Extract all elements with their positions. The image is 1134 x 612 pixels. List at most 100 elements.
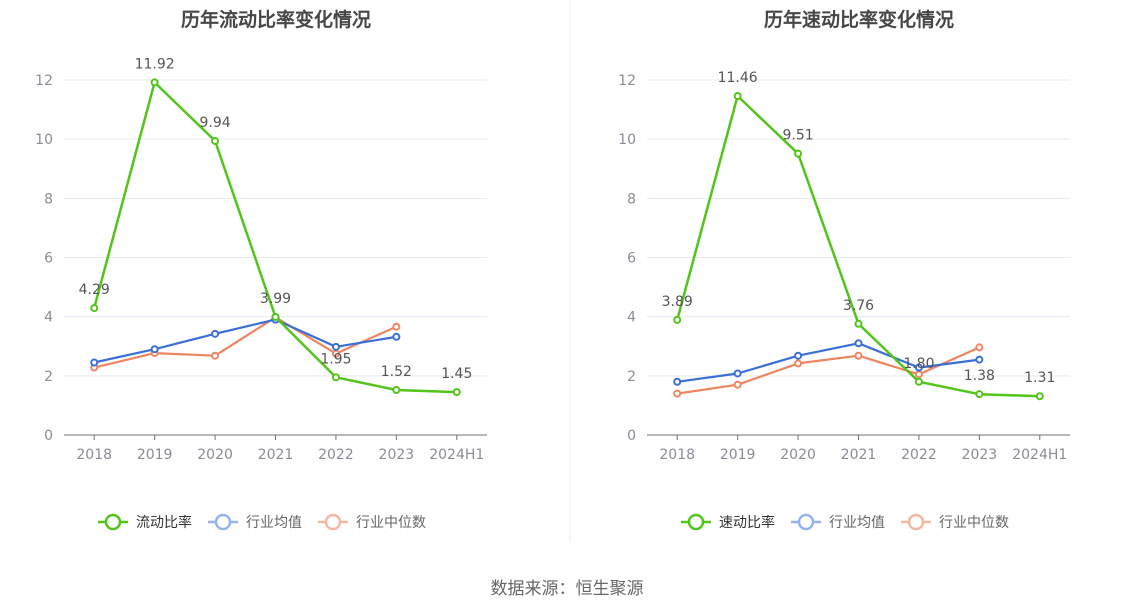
series-1-point[interactable] [271, 312, 280, 321]
series-2-point[interactable] [914, 363, 923, 372]
y-tick-label: 10 [35, 132, 53, 148]
series-2-point[interactable] [90, 358, 99, 367]
series-1-point[interactable] [733, 91, 742, 100]
series-3-point[interactable] [975, 343, 984, 352]
legend-marker-icon [907, 513, 925, 531]
series-line-2 [677, 342, 980, 383]
legend-marker-icon [687, 513, 705, 531]
chart-title: 历年流动比率变化情况 [181, 8, 371, 31]
legend-item-1[interactable]: 流动比率 [98, 513, 192, 531]
x-tick-label: 2018 [76, 447, 112, 463]
data-label: 1.45 [441, 366, 472, 382]
x-tick-label: 2020 [780, 447, 816, 463]
series-1-point[interactable] [794, 149, 803, 158]
x-tick-label: 2020 [197, 447, 233, 463]
series-3-point[interactable] [854, 351, 863, 360]
y-tick-label: 0 [627, 428, 636, 444]
data-label: 1.38 [964, 368, 995, 384]
y-tick-label: 8 [627, 191, 636, 207]
series-3-point[interactable] [794, 359, 803, 368]
series-1-point[interactable] [331, 373, 340, 382]
series-2-point[interactable] [854, 339, 863, 348]
x-tick-label: 2022 [901, 447, 937, 463]
legend-item-3[interactable]: 行业中位数 [318, 513, 426, 531]
series-1-point[interactable] [975, 390, 984, 399]
data-label: 1.95 [320, 351, 351, 367]
x-tick-label: 2019 [720, 447, 756, 463]
charts-canvas: 历年流动比率变化情况 0 2 4 6 8 10 12 2018 2019 2020 2021 2022 2… [35, 0, 1070, 542]
series-1-point[interactable] [211, 136, 220, 145]
data-label: 1.31 [1024, 370, 1055, 386]
y-tick-label: 0 [44, 428, 53, 444]
legend-item-1[interactable]: 速动比率 [681, 513, 775, 531]
x-tick-label: 2021 [258, 447, 294, 463]
legend-item-2[interactable]: 行业均值 [791, 513, 885, 531]
data-label: 3.89 [662, 294, 693, 310]
series-1-point[interactable] [854, 319, 863, 328]
data-label: 3.99 [260, 291, 291, 307]
series-1-point[interactable] [673, 315, 682, 324]
legend-label: 行业中位数 [356, 515, 426, 531]
y-tick-label: 12 [618, 73, 636, 89]
series-line-3 [93, 316, 397, 369]
y-tick-label: 2 [627, 369, 636, 385]
series-2-point[interactable] [975, 355, 984, 364]
series-1-point[interactable] [392, 386, 401, 395]
data-label: 3.76 [843, 298, 874, 314]
series-line-3 [677, 346, 980, 395]
series-2-point[interactable] [211, 329, 220, 338]
data-label: 9.94 [199, 115, 230, 131]
data-label: 11.92 [135, 56, 175, 72]
series-line-1 [92, 81, 457, 394]
series-3-point[interactable] [914, 370, 923, 379]
chart-panel-2: 历年速动比率变化情况 0 2 4 6 8 10 12 2018 2019 2020 2021 2022 2… [618, 8, 1070, 531]
y-tick-label: 4 [627, 310, 636, 326]
legend-item-2[interactable]: 行业均值 [208, 513, 302, 531]
series-1-point[interactable] [150, 78, 159, 87]
x-tick-label: 2019 [137, 447, 173, 463]
series-2-point[interactable] [673, 377, 682, 386]
data-label: 11.46 [718, 70, 758, 86]
x-tick-label: 2021 [841, 447, 877, 463]
series-2-point[interactable] [331, 342, 340, 351]
data-source-text: 数据来源：恒生聚源 [490, 579, 644, 599]
x-tick-label: 2024H1 [429, 447, 484, 463]
legend-item-3[interactable]: 行业中位数 [901, 513, 1009, 531]
series-1-point[interactable] [914, 377, 923, 386]
data-label: 4.29 [79, 282, 110, 298]
legend-marker-icon [214, 513, 232, 531]
series-3-point[interactable] [211, 351, 220, 360]
x-tick-label: 2024H1 [1012, 447, 1067, 463]
legend-label: 流动比率 [136, 514, 192, 531]
x-tick-label: 2023 [962, 447, 998, 463]
legend-marker-icon [104, 513, 122, 531]
x-tick-label: 2018 [659, 447, 695, 463]
legend-label: 行业中位数 [939, 515, 1009, 531]
x-tick-label: 2022 [318, 447, 354, 463]
series-2-point[interactable] [733, 369, 742, 378]
y-tick-label: 10 [618, 132, 636, 148]
y-tick-label: 2 [44, 369, 53, 385]
series-1-point[interactable] [452, 388, 461, 397]
x-tick-label: 2023 [379, 447, 415, 463]
legend-marker-icon [797, 513, 815, 531]
series-1-point[interactable] [90, 304, 99, 313]
series-2-point[interactable] [794, 351, 803, 360]
y-tick-label: 8 [44, 191, 53, 207]
series-3-point[interactable] [392, 322, 401, 331]
series-2-point[interactable] [150, 345, 159, 354]
y-tick-label: 4 [44, 310, 53, 326]
legend-label: 速动比率 [719, 514, 775, 531]
data-label: 1.80 [903, 356, 934, 372]
legend-label: 行业均值 [829, 515, 885, 531]
series-3-point[interactable] [733, 380, 742, 389]
y-tick-label: 6 [627, 251, 636, 267]
series-line-2 [93, 318, 397, 364]
series-2-point[interactable] [392, 332, 401, 341]
series-1-point[interactable] [1035, 392, 1044, 401]
data-label: 9.51 [782, 128, 813, 144]
legend-marker-icon [324, 513, 342, 531]
data-label: 1.52 [381, 364, 412, 380]
series-3-point[interactable] [673, 389, 682, 398]
